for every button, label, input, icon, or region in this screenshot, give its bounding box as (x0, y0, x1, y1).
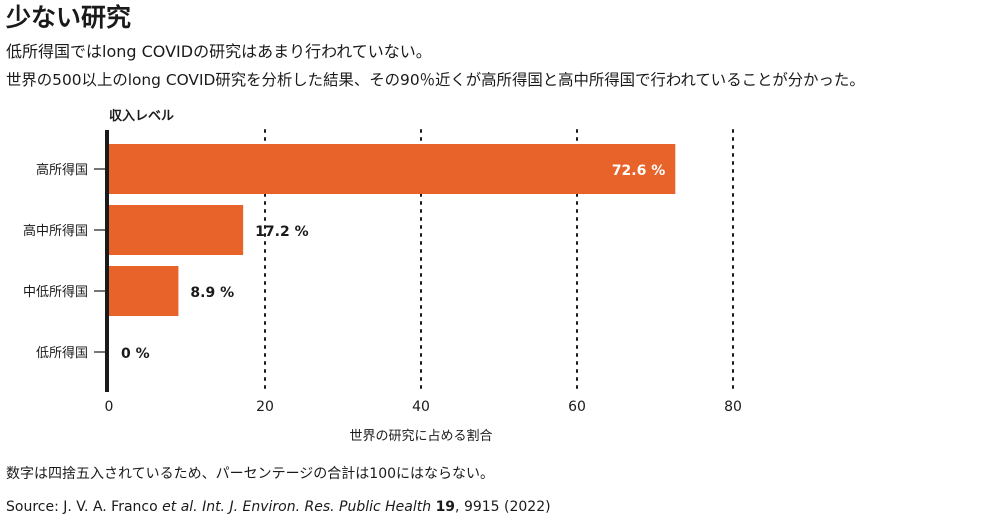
x-tick-label: 60 (568, 399, 586, 415)
x-tick-label: 0 (105, 399, 114, 415)
bar (109, 266, 179, 316)
chart-subtitle: 低所得国ではlong COVIDの研究はあまり行われていない。 (6, 42, 432, 61)
category-label: 低所得国 (36, 345, 88, 361)
category-label: 高中所得国 (23, 223, 88, 239)
category-label: 中低所得国 (23, 284, 88, 300)
footnote: 数字は四捨五入されているため、パーセンテージの合計は100にはならない。 (6, 466, 495, 482)
x-tick-label: 40 (412, 399, 430, 415)
bar (109, 144, 676, 194)
source-citation: Source: J. V. A. Franco et al. Int. J. E… (6, 497, 551, 517)
bar-chart: 収入レベル 72.6 % 17.2 % 8.9 % 0 % 高所得国高中所得国中低所得国低… (23, 109, 742, 444)
data-label: 0 % (121, 346, 150, 362)
bar (109, 205, 244, 255)
data-label: 17.2 % (255, 224, 308, 240)
chart-title: 少ない研究 (6, 3, 132, 32)
source-prefix: Source: J. V. A. Franco (6, 499, 163, 515)
data-label: 72.6 % (612, 163, 665, 179)
chart-description: 世界の500以上のlong COVID研究を分析した結果、その90％近くが高所得… (6, 71, 865, 89)
source-volume: 19 (435, 499, 456, 515)
x-tick-label: 20 (256, 399, 274, 415)
x-tick-label: 80 (724, 399, 742, 415)
category-axis-label: 収入レベル (109, 109, 174, 124)
source-pages: , 9915 (2022) (455, 499, 551, 515)
x-axis-label: 世界の研究に占める割合 (349, 428, 492, 444)
source-journal: et al. Int. J. Environ. Res. Public Heal… (162, 499, 432, 515)
data-label: 8.9 % (190, 285, 234, 301)
category-label: 高所得国 (36, 162, 88, 178)
